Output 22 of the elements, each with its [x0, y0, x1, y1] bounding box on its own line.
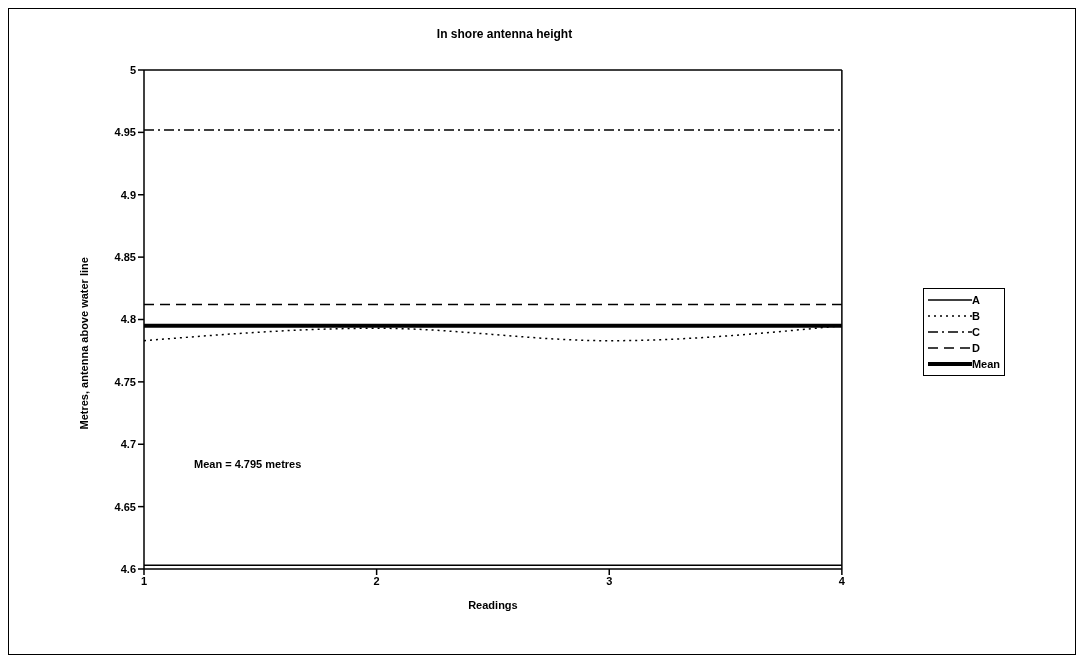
y-tick-label: 4.75 [114, 375, 136, 388]
x-axis-title: Readings [468, 599, 518, 611]
y-axis-title: Metres, antenna above water line [77, 257, 90, 430]
x-tick-label: 3 [606, 574, 613, 587]
legend-label: Mean [971, 357, 1000, 370]
y-tick-label: 4.8 [120, 313, 136, 326]
y-tick-label: 4.95 [114, 126, 136, 139]
chart-title: In shore antenna height [435, 27, 574, 41]
x-tick-label: 4 [838, 574, 846, 587]
y-tick-label: 4.85 [114, 251, 136, 264]
x-tick-label: 1 [140, 574, 148, 587]
y-tick-label: 4.65 [114, 500, 136, 513]
legend-label: C [971, 325, 980, 338]
annotation: Mean = 4.795 metres [194, 457, 302, 470]
y-tick-label: 4.9 [120, 188, 136, 201]
x-tick-label: 2 [373, 574, 380, 587]
y-tick-label: 4.6 [120, 562, 136, 575]
legend-label: B [971, 309, 980, 322]
legend-label: D [971, 341, 980, 354]
y-tick-label: 5 [129, 63, 136, 76]
y-tick-label: 4.7 [120, 438, 136, 451]
legend-label: A [971, 293, 980, 306]
